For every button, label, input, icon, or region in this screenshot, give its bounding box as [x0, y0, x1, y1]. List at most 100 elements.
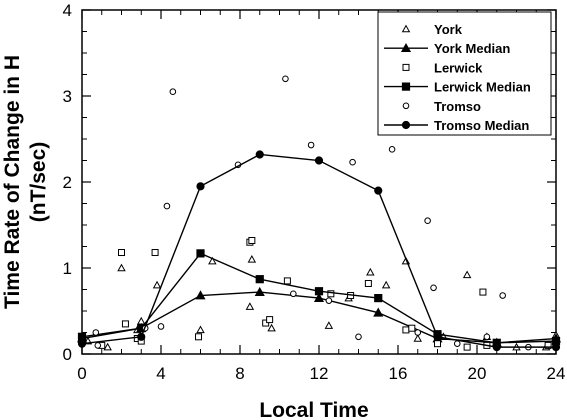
data-point: [103, 342, 112, 351]
data-point: [551, 343, 561, 352]
x-axis-label: Local Time: [259, 399, 368, 420]
data-point: [117, 263, 126, 272]
y-tick-label: 1: [63, 259, 72, 278]
legend-marker: [400, 42, 412, 53]
data-point: [92, 329, 100, 336]
data-point: [266, 316, 274, 324]
data-point: [413, 334, 422, 342]
data-point: [414, 329, 422, 336]
legend-label: Lerwick Median: [434, 80, 531, 95]
x-tick-label: 24: [547, 364, 566, 383]
x-tick-label: 16: [389, 364, 408, 383]
x-tick-label: 12: [310, 364, 329, 383]
data-point: [290, 290, 297, 298]
data-point: [283, 277, 291, 285]
legend-label: Lerwick: [434, 60, 483, 75]
legend-marker: [402, 63, 410, 71]
legend-marker: [401, 24, 411, 33]
data-point: [453, 340, 461, 347]
data-point: [314, 287, 324, 296]
data-point: [245, 302, 255, 310]
legend-label: Tromso Median: [434, 118, 529, 133]
legend-marker: [401, 82, 411, 91]
data-point: [327, 290, 335, 298]
data-point: [355, 333, 362, 341]
y-tick-label: 4: [63, 1, 72, 20]
legend-item: Tromso Median: [384, 118, 529, 133]
y-tick-label: 3: [63, 87, 72, 106]
y-tick-label: 0: [63, 345, 72, 364]
data-point: [402, 326, 410, 334]
data-point: [157, 323, 165, 330]
data-point: [255, 275, 264, 284]
data-point: [254, 286, 265, 296]
data-point: [247, 254, 257, 263]
data-point: [388, 146, 396, 153]
data-point: [479, 288, 487, 296]
data-point: [195, 333, 203, 341]
data-point: [195, 290, 206, 300]
data-point: [208, 256, 217, 265]
data-point: [433, 332, 442, 341]
data-point: [118, 249, 125, 257]
legend-item: Lerwick Median: [384, 80, 531, 95]
y-tick-label: 2: [63, 173, 72, 192]
data-point: [373, 307, 384, 317]
data-point: [324, 321, 334, 329]
data-point: [364, 279, 372, 287]
data-point: [366, 267, 375, 276]
data-point: [152, 280, 162, 289]
legend-box: [377, 11, 552, 136]
data-point: [544, 341, 552, 349]
data-point: [163, 202, 171, 210]
legend-marker: [401, 120, 411, 130]
data-point: [313, 292, 325, 302]
data-point: [282, 75, 289, 83]
data-point: [349, 158, 356, 166]
x-tick-label: 4: [156, 364, 165, 383]
data-point: [255, 150, 264, 159]
data-point: [196, 325, 205, 334]
legend-label: York Median: [434, 41, 510, 56]
data-point: [408, 324, 416, 332]
data-point: [499, 292, 506, 299]
x-tick-label: 20: [468, 364, 487, 383]
series-layer: [76, 75, 562, 352]
data-point: [77, 332, 87, 341]
legend-label: Tromso: [434, 99, 481, 114]
data-point: [77, 339, 87, 348]
data-point: [430, 284, 437, 292]
legend: York York Median Lerwick Lerwick Median Trom…: [377, 11, 552, 136]
data-point: [267, 323, 276, 332]
data-point: [137, 332, 146, 341]
data-point: [169, 88, 177, 95]
data-point: [196, 249, 205, 258]
data-point: [463, 343, 471, 351]
data-point: [151, 249, 159, 257]
data-point: [196, 182, 205, 191]
data-point: [94, 342, 102, 349]
data-point: [121, 320, 129, 328]
data-point: [325, 297, 333, 304]
legend-label: York: [434, 22, 463, 37]
data-point: [307, 141, 315, 149]
legend-item: Tromso: [402, 99, 481, 114]
legend-item: York: [401, 22, 463, 37]
y-axis-label-line2: (nT/sec): [27, 142, 50, 223]
data-point: [483, 333, 491, 341]
data-point: [314, 156, 324, 165]
y-axis-label-line1: Time Rate of Change in H: [1, 55, 24, 309]
data-point: [492, 343, 501, 352]
legend-marker: [402, 102, 410, 110]
data-point: [374, 186, 383, 195]
x-tick-label: 8: [235, 364, 244, 383]
data-point: [248, 236, 256, 244]
data-point: [434, 340, 441, 348]
data-point: [374, 294, 383, 303]
data-point: [424, 217, 431, 224]
legend-item: Lerwick: [402, 60, 483, 75]
data-point: [381, 280, 391, 289]
series-tromso-median: [77, 150, 561, 352]
